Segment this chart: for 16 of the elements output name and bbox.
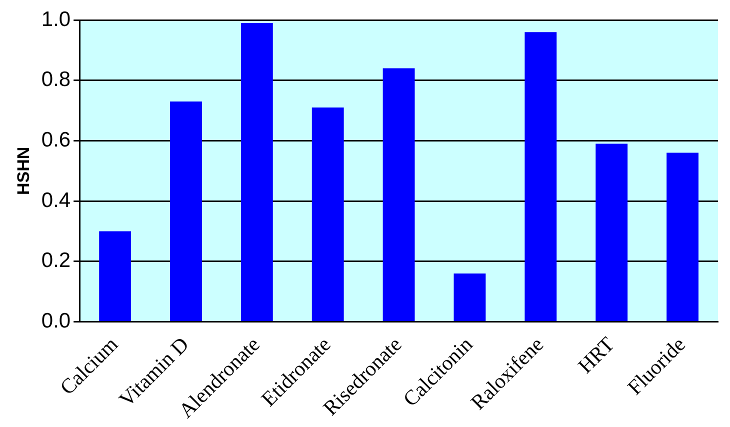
y-tick-label: 1.0: [41, 8, 71, 31]
bar: [666, 152, 698, 322]
bar: [382, 68, 415, 322]
y-tick-label: 0.2: [41, 249, 71, 272]
y-axis-title: HSHN: [14, 146, 33, 195]
y-tick-label: 0.6: [41, 128, 71, 152]
y-tick-label: 0.8: [41, 68, 71, 92]
bar: [312, 108, 344, 322]
bar: [240, 23, 273, 322]
bar: [454, 274, 486, 322]
bar: [170, 101, 202, 322]
bar: [524, 32, 557, 322]
y-tick-label: 0.0: [41, 310, 71, 333]
bar: [99, 231, 132, 322]
bar: [596, 144, 628, 322]
y-tick-label: 0.4: [41, 188, 71, 212]
